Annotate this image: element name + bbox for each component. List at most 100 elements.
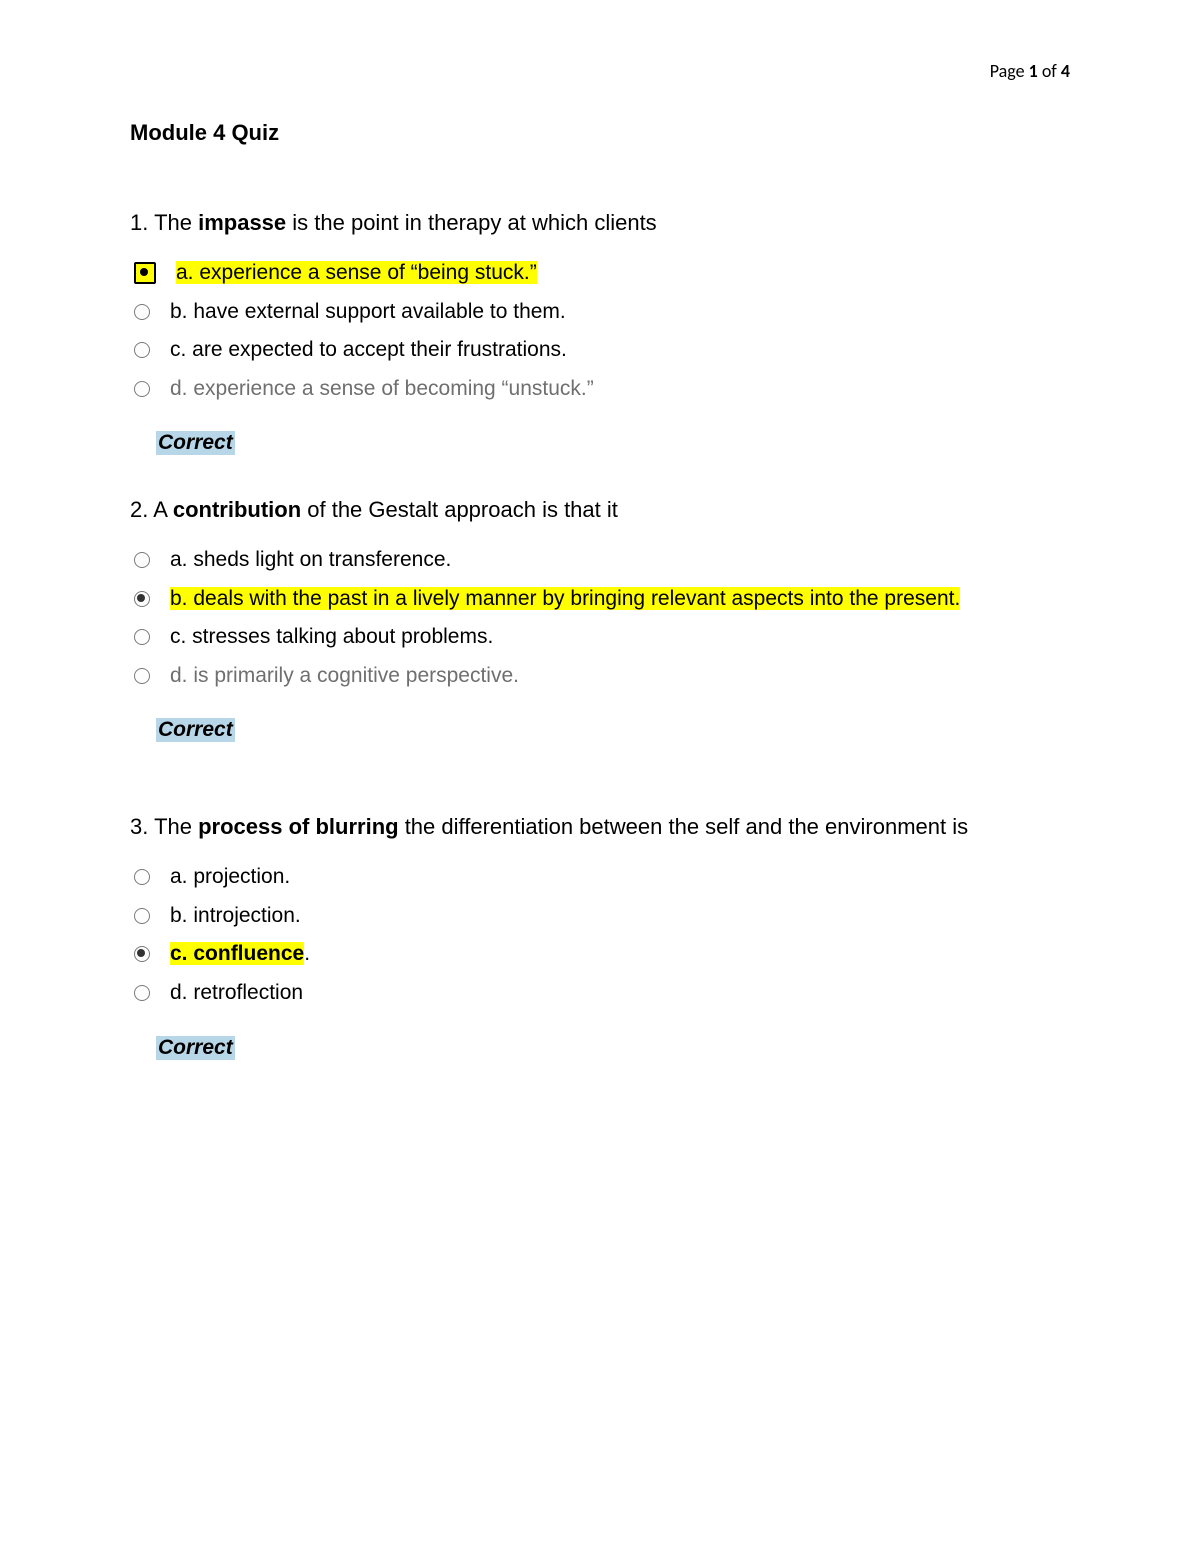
option-body: are expected to accept their frustration… <box>192 338 567 361</box>
option-tail: . <box>304 942 310 965</box>
questions-container: 1. The impasse is the point in therapy a… <box>130 206 1070 1068</box>
radio-button[interactable] <box>134 869 150 885</box>
question: 3. The process of blurring the different… <box>130 810 1070 1067</box>
question-keyword: impasse <box>198 210 286 235</box>
option-text-inner: b. have external support available to th… <box>170 300 566 323</box>
page-of: of <box>1038 60 1061 82</box>
option-letter: d. <box>170 981 193 1004</box>
question-post: the differentiation between the self and… <box>399 814 969 839</box>
option-text: c. confluence. <box>170 938 310 971</box>
option-text: c. are expected to accept their frustrat… <box>170 334 567 367</box>
question: 2. A contribution of the Gestalt approac… <box>130 493 1070 750</box>
page-title: Module 4 Quiz <box>130 120 1070 146</box>
option-text-inner: b. introjection. <box>170 904 301 927</box>
question-text: 3. The process of blurring the different… <box>130 810 1070 843</box>
option-text-inner: b. deals with the past in a lively manne… <box>170 587 960 610</box>
option-text-inner: d. is primarily a cognitive perspective. <box>170 664 519 687</box>
option-text: d. experience a sense of becoming “unstu… <box>170 373 594 406</box>
question-number: 1. <box>130 210 154 235</box>
option-row: b. deals with the past in a lively manne… <box>134 583 1070 616</box>
option-body: experience a sense of becoming “unstuck.… <box>193 377 593 400</box>
option-body: experience a sense of “being stuck.” <box>199 261 536 284</box>
option-text-inner: a. experience a sense of “being stuck.” <box>176 261 537 284</box>
question: 1. The impasse is the point in therapy a… <box>130 206 1070 463</box>
page-total: 4 <box>1061 60 1070 82</box>
radio-button[interactable] <box>134 342 150 358</box>
question-keyword: process of blurring <box>198 814 398 839</box>
option-body: introjection. <box>193 904 300 927</box>
option-text: b. deals with the past in a lively manne… <box>170 583 960 616</box>
option-body: retroflection <box>193 981 303 1004</box>
option-text-inner: d. retroflection <box>170 981 303 1004</box>
option-row: d. experience a sense of becoming “unstu… <box>134 373 1070 406</box>
option-row: d. retroflection <box>134 977 1070 1010</box>
option-letter: b. <box>170 904 193 927</box>
option-letter: a. <box>170 548 193 571</box>
question-pre: The <box>154 814 198 839</box>
question-pre: The <box>154 210 198 235</box>
option-text: a. projection. <box>170 861 290 894</box>
radio-button[interactable] <box>134 629 150 645</box>
radio-button[interactable] <box>134 946 150 962</box>
option-text: b. have external support available to th… <box>170 296 566 329</box>
option-text: b. introjection. <box>170 900 301 933</box>
options: a. experience a sense of “being stuck.” b… <box>134 257 1070 405</box>
option-letter: a. <box>176 261 199 284</box>
options: a. sheds light on transference.b. deals … <box>134 544 1070 692</box>
question-text: 2. A contribution of the Gestalt approac… <box>130 493 1070 526</box>
question-text: 1. The impasse is the point in therapy a… <box>130 206 1070 239</box>
option-letter: d. <box>170 664 193 687</box>
page-prefix: Page <box>990 60 1029 82</box>
question-keyword: contribution <box>173 497 301 522</box>
option-row: a. experience a sense of “being stuck.” <box>134 257 1070 290</box>
radio-button[interactable] <box>134 381 150 397</box>
radio-button[interactable] <box>134 304 150 320</box>
option-text-inner: d. experience a sense of becoming “unstu… <box>170 377 594 400</box>
option-letter: b. <box>170 587 193 610</box>
option-body: sheds light on transference. <box>193 548 451 571</box>
radio-button[interactable] <box>134 908 150 924</box>
feedback-label: Correct <box>156 431 235 455</box>
page-current: 1 <box>1029 60 1038 82</box>
option-letter: c. <box>170 942 193 965</box>
option-text: a. sheds light on transference. <box>170 544 451 577</box>
radio-button[interactable] <box>134 985 150 1001</box>
option-body: have external support available to them. <box>193 300 565 323</box>
page-number: Page 1 of 4 <box>990 60 1070 82</box>
option-row: c. stresses talking about problems. <box>134 621 1070 654</box>
option-text: a. experience a sense of “being stuck.” <box>176 257 537 290</box>
radio-button[interactable] <box>134 591 150 607</box>
radio-button[interactable] <box>134 262 156 284</box>
option-body: stresses talking about problems. <box>192 625 493 648</box>
option-letter: b. <box>170 300 193 323</box>
option-body: deals with the past in a lively manner b… <box>193 587 960 610</box>
question-post: is the point in therapy at which clients <box>286 210 657 235</box>
option-body: projection. <box>193 865 290 888</box>
option-letter: a. <box>170 865 193 888</box>
option-row: d. is primarily a cognitive perspective. <box>134 660 1070 693</box>
page: Page 1 of 4 Module 4 Quiz 1. The impasse… <box>0 0 1200 1553</box>
option-row: a. projection. <box>134 861 1070 894</box>
radio-button[interactable] <box>134 552 150 568</box>
option-text-inner: a. projection. <box>170 865 290 888</box>
option-row: a. sheds light on transference. <box>134 544 1070 577</box>
option-row: c. confluence. <box>134 938 1070 971</box>
option-text-inner: c. are expected to accept their frustrat… <box>170 338 567 361</box>
question-pre: A <box>153 497 173 522</box>
option-letter: c. <box>170 625 192 648</box>
option-text-inner: c. confluence <box>170 942 304 965</box>
question-number: 2. <box>130 497 153 522</box>
options: a. projection.b. introjection.c. conflue… <box>134 861 1070 1009</box>
option-body: is primarily a cognitive perspective. <box>193 664 519 687</box>
question-number: 3. <box>130 814 154 839</box>
feedback-label: Correct <box>156 718 235 742</box>
radio-button[interactable] <box>134 668 150 684</box>
option-text: d. retroflection <box>170 977 303 1010</box>
option-text-inner: c. stresses talking about problems. <box>170 625 493 648</box>
option-row: b. introjection. <box>134 900 1070 933</box>
option-text: c. stresses talking about problems. <box>170 621 493 654</box>
feedback-label: Correct <box>156 1036 235 1060</box>
option-text-inner: a. sheds light on transference. <box>170 548 451 571</box>
option-row: b. have external support available to th… <box>134 296 1070 329</box>
option-row: c. are expected to accept their frustrat… <box>134 334 1070 367</box>
